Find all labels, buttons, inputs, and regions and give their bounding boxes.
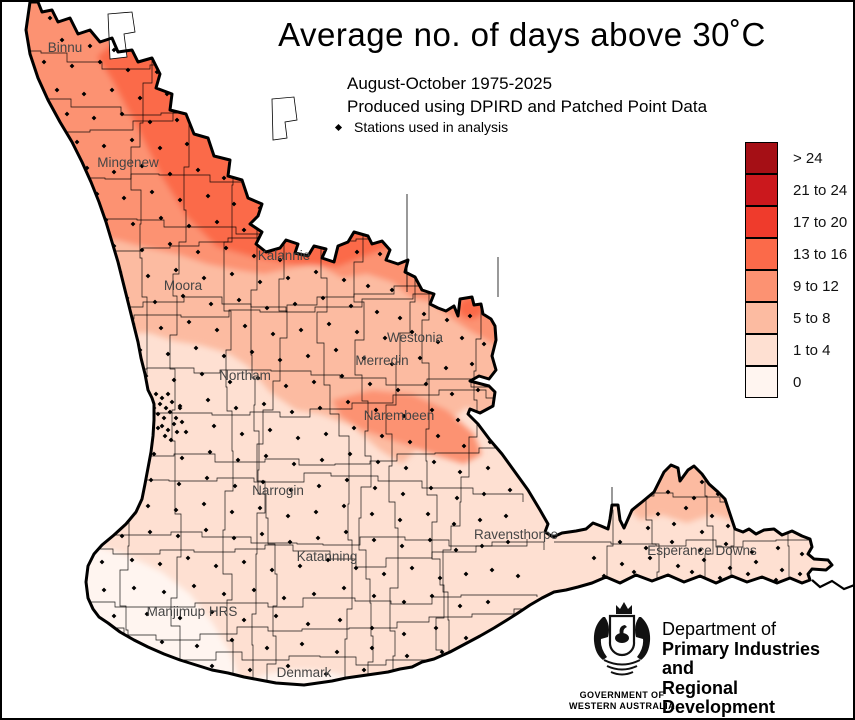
region-outline [24,2,834,687]
legend-label: 5 to 8 [793,309,831,327]
town-label: Mingenew [97,155,159,170]
legend-row: 0 [745,365,847,398]
dept-line1: Department of [662,619,777,639]
legend-label: 17 to 20 [793,213,848,231]
gov-line1: GOVERNMENT OF [579,690,665,700]
town-labels: Binnu Mingenew Kalannie Moora Westonia Merred… [48,40,757,680]
town-label: Ravensthorpe [474,527,558,542]
department-name: Department of Primary Industries and Reg… [662,619,853,718]
legend: > 24 21 to 24 17 to 20 13 to 16 9 to 12 5 to … [745,141,848,398]
legend-swatch [745,141,778,174]
band-17-20-patch [186,79,238,125]
town-label: Narrogin [252,483,304,498]
government-of-wa-label: GOVERNMENT OF WESTERN AUSTRALIA [542,690,702,712]
band-5-8-esperance [622,450,744,523]
legend-label: 0 [793,373,802,391]
town-label: Esperance Downs [647,543,757,558]
map-subtitle-source: Produced using DPIRD and Patched Point D… [347,97,708,116]
town-label: Manjimup HRS [147,604,238,619]
legend-label: 9 to 12 [793,277,839,295]
legend-swatch [745,237,778,270]
legend-swatch [745,333,778,366]
town-label: Binnu [48,40,83,55]
town-label: Merredin [355,353,408,368]
legend-swatch [745,301,778,334]
legend-row: 21 to 24 [745,173,848,206]
legend-row: 5 to 8 [745,301,847,334]
stations-legend-label: Stations used in analysis [354,119,509,135]
legend-label: 1 to 4 [793,341,831,359]
town-label: Westonia [387,330,444,345]
legend-swatch [745,173,778,206]
dept-line3: Regional Development [662,677,776,717]
town-label: Northam [219,368,271,383]
town-label: Denmark [277,665,332,680]
legend-row: 13 to 16 [745,237,848,270]
legend-swatch [745,365,778,398]
dept-line2: Primary Industries and [662,638,821,678]
station-dot-icon [334,123,343,131]
town-label: Narembeen [364,408,435,423]
town-label: Moora [164,278,203,293]
legend-swatch [745,205,778,238]
town-label: Kalannie [258,248,311,263]
gov-line2: WESTERN AUSTRALIA [569,701,675,711]
legend-label: 13 to 16 [793,245,848,263]
stations-legend: Stations used in analysis [334,119,509,135]
government-logo: GOVERNMENT OF WESTERN AUSTRALIA Departme… [554,598,853,718]
legend-label: 21 to 24 [793,181,848,199]
legend-row: > 24 [745,141,847,174]
legend-row: 1 to 4 [745,333,847,366]
legend-row: 9 to 12 [745,269,847,302]
coastline-east-extension [811,579,853,591]
map-title: Average no. of days above 30˚C [278,16,766,53]
town-label: Katanning [297,549,358,564]
legend-label: > 24 [793,149,823,167]
legend-row: 17 to 20 [745,205,848,238]
wa-coat-of-arms-icon [593,602,651,676]
map-subtitle-period: August-October 1975-2025 [347,74,553,93]
band-9-12-narembeen [332,390,482,464]
legend-swatch [745,269,778,302]
